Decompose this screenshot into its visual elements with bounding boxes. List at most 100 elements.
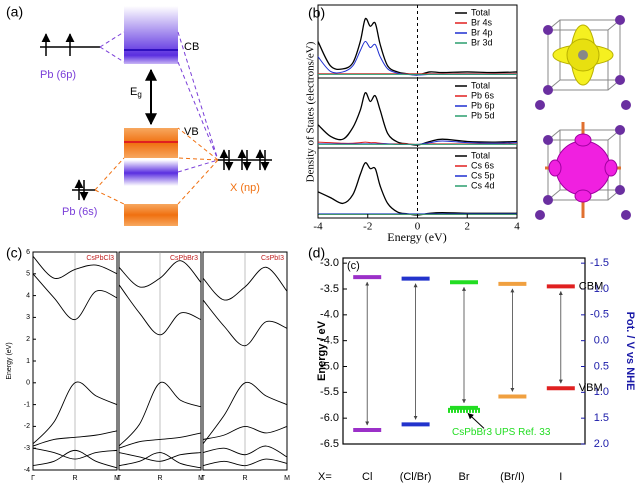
level-name: VBM <box>579 382 603 394</box>
panel-label: (b) <box>308 5 325 21</box>
dos-line <box>317 17 518 76</box>
legend-label: Cs 6s <box>471 160 495 170</box>
y-tick-label: -6.5 <box>320 438 339 450</box>
y2-tick-label: 1.0 <box>594 386 609 398</box>
k-label: R <box>242 475 247 482</box>
legend-label: Pb 6p <box>471 100 495 110</box>
k-label: Γ <box>117 475 121 482</box>
low-band <box>124 204 178 226</box>
y-tick-label: 5 <box>26 271 30 278</box>
annotation: (c) <box>347 260 360 272</box>
y-tick-label: -3.0 <box>320 257 339 269</box>
y-tick-label: -4.0 <box>320 309 339 321</box>
y-tick-label: 4 <box>26 292 30 299</box>
band-line <box>202 445 288 458</box>
y2-tick-label: 0.0 <box>594 335 609 347</box>
k-label: M <box>198 475 204 482</box>
link <box>177 127 219 205</box>
band-line <box>118 284 202 336</box>
pb6p-label: Pb (6p) <box>40 69 76 81</box>
level-name: CBM <box>579 280 603 292</box>
vb-label: VB <box>184 126 199 138</box>
band-line <box>118 381 202 447</box>
band-line <box>32 449 118 469</box>
x-tick-label: (Cl/Br) <box>400 471 432 483</box>
x-tick-label: Br <box>459 471 470 483</box>
band-line <box>202 266 288 301</box>
y-tick-label: 3 <box>26 314 30 321</box>
x-tick-label: Cl <box>362 471 372 483</box>
band-line <box>118 432 202 449</box>
k-label: Γ <box>201 475 205 482</box>
legend-label: Total <box>471 80 490 90</box>
band-line <box>202 425 288 440</box>
y2-tick-label: 0.5 <box>594 360 609 372</box>
legend-label: Pb 5d <box>471 110 495 120</box>
x-tick-label: -2 <box>363 221 372 233</box>
y-tick-label: -4 <box>24 467 30 474</box>
band-line <box>32 430 118 447</box>
k-label: M <box>284 475 290 482</box>
y2-tick-label: -0.5 <box>590 309 609 321</box>
xnp-label: X (np) <box>230 182 260 194</box>
legend-label: Br 3d <box>471 37 493 47</box>
y-tick-label: -2 <box>24 423 30 430</box>
cb-label: CB <box>184 41 199 53</box>
plot-frame <box>342 257 586 445</box>
band-title: CsPbBr3 <box>170 255 198 262</box>
dos-x-label: Energy (eV) <box>387 230 446 244</box>
k-label: R <box>72 475 77 482</box>
x-tick-label: 0 <box>415 221 421 233</box>
y-tick-label: -5.5 <box>320 386 339 398</box>
link <box>94 157 125 205</box>
y-tick-label: -1 <box>24 401 30 408</box>
k-label: R <box>157 475 162 482</box>
y-tick-label: -5.0 <box>320 360 339 372</box>
band-line <box>32 256 118 279</box>
k-label: Γ <box>31 475 35 482</box>
dos-line <box>317 92 518 146</box>
legend-label: Cs 4d <box>471 180 495 190</box>
y-tick-label: -3.5 <box>320 283 339 295</box>
y-tick-label: -6.0 <box>320 412 339 424</box>
panel-label: (d) <box>308 245 325 261</box>
x-tick-label: I <box>559 471 562 483</box>
mid-band <box>124 160 178 186</box>
link <box>177 31 219 161</box>
band-line <box>202 381 288 445</box>
y2-label: Pot. / V vs NHE <box>624 312 636 391</box>
reference-arrow <box>467 413 485 429</box>
pb6s-label: Pb (6s) <box>62 206 97 218</box>
legend-label: Cs 5p <box>471 170 495 180</box>
legend-label: Br 4p <box>471 27 493 37</box>
x-tick-label: (Br/I) <box>500 471 524 483</box>
y2-tick-label: -1.0 <box>590 283 609 295</box>
y2-tick-label: 2.0 <box>594 438 609 450</box>
y-tick-label: 0 <box>26 380 30 387</box>
y2-tick-label: -1.5 <box>590 257 609 269</box>
y-tick-label: 6 <box>26 249 30 256</box>
band-line <box>32 381 118 445</box>
band-line <box>118 260 202 288</box>
x-tick-label: 2 <box>465 221 471 233</box>
reference-label: CsPbBr3 UPS Ref. 33 <box>452 427 551 438</box>
legend-label: Total <box>471 150 490 160</box>
y-tick-label: 2 <box>26 336 30 343</box>
band-line <box>118 452 202 469</box>
y-tick-label: -4.5 <box>320 335 339 347</box>
band-title: CsPbCl3 <box>86 255 114 262</box>
x-tick-label: -4 <box>313 221 323 233</box>
y-label: Energy / eV <box>316 320 328 381</box>
band-line <box>32 273 118 321</box>
y-tick-label: -3 <box>24 445 30 452</box>
panel-label: (a) <box>6 4 23 20</box>
k-label: M <box>114 475 120 482</box>
legend-label: Total <box>471 7 490 17</box>
band-title: CsPbI3 <box>261 255 284 262</box>
panel-label: (c) <box>6 245 22 261</box>
cb-band <box>124 6 178 64</box>
y2-tick-label: 1.5 <box>594 412 609 424</box>
band-line <box>118 452 202 462</box>
band-line <box>32 447 118 460</box>
